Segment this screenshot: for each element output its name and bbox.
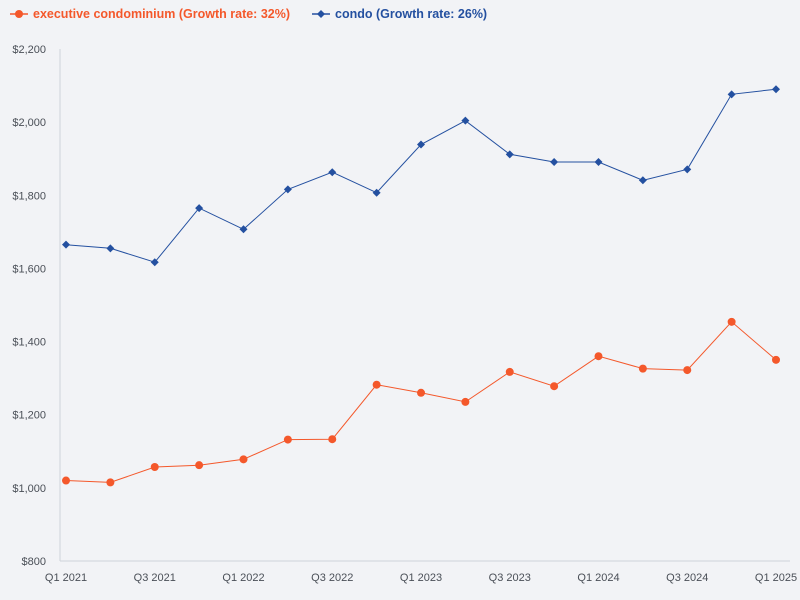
- data-point-marker[interactable]: [239, 225, 248, 234]
- data-point-marker[interactable]: [195, 461, 204, 470]
- y-tick-label: $2,200: [12, 44, 46, 56]
- data-point-marker[interactable]: [372, 380, 381, 389]
- legend-item-condo[interactable]: condo (Growth rate: 26%): [312, 7, 487, 21]
- y-tick-label: $1,800: [12, 190, 46, 202]
- y-tick-label: $1,400: [12, 337, 46, 349]
- y-tick-label: $800: [22, 556, 46, 568]
- data-point-marker[interactable]: [372, 188, 381, 197]
- data-point-marker[interactable]: [638, 364, 647, 373]
- data-point-marker[interactable]: [638, 176, 647, 185]
- data-point-marker[interactable]: [106, 244, 115, 253]
- data-point-marker[interactable]: [150, 463, 159, 472]
- data-point-marker[interactable]: [594, 158, 603, 167]
- data-point-marker[interactable]: [328, 435, 337, 444]
- series-line-1: [65, 88, 777, 263]
- x-tick-label: Q3 2023: [489, 572, 531, 584]
- x-tick-label: Q3 2024: [666, 572, 708, 584]
- data-point-marker[interactable]: [683, 165, 692, 174]
- x-tick-label: Q1 2023: [400, 572, 442, 584]
- data-point-marker[interactable]: [417, 388, 425, 397]
- x-tick-label: Q3 2022: [311, 572, 353, 584]
- data-point-marker[interactable]: [461, 116, 470, 125]
- x-tick-label: Q1 2025: [755, 572, 797, 584]
- data-point-marker[interactable]: [328, 168, 337, 177]
- data-point-marker[interactable]: [772, 355, 780, 364]
- data-point-marker[interactable]: [62, 240, 70, 249]
- data-point-marker[interactable]: [550, 382, 559, 391]
- data-point-marker[interactable]: [550, 158, 559, 167]
- y-tick-label: $1,000: [12, 483, 46, 495]
- data-point-marker[interactable]: [239, 455, 248, 464]
- y-tick-label: $2,000: [12, 117, 46, 129]
- data-point-marker[interactable]: [195, 204, 204, 213]
- data-point-marker[interactable]: [417, 140, 425, 149]
- data-point-marker[interactable]: [594, 352, 603, 361]
- data-point-marker[interactable]: [772, 85, 780, 94]
- data-point-marker[interactable]: [150, 258, 159, 267]
- data-point-marker[interactable]: [727, 317, 736, 326]
- legend-item-executive-condominium[interactable]: executive condominium (Growth rate: 32%): [10, 7, 290, 21]
- y-tick-label: $1,200: [12, 410, 46, 422]
- legend-label-executive-condominium: executive condominium (Growth rate: 32%): [33, 7, 290, 21]
- x-tick-label: Q1 2021: [45, 572, 87, 584]
- data-point-marker[interactable]: [505, 150, 514, 159]
- data-point-marker[interactable]: [283, 435, 292, 444]
- y-tick-label: $1,600: [12, 263, 46, 275]
- legend: executive condominium (Growth rate: 32%)…: [10, 7, 487, 21]
- data-point-marker[interactable]: [106, 478, 115, 487]
- series-line-0: [65, 321, 777, 483]
- legend-label-condo: condo (Growth rate: 26%): [335, 7, 488, 21]
- data-point-marker[interactable]: [283, 185, 292, 194]
- data-point-marker[interactable]: [62, 476, 70, 485]
- x-tick-label: Q3 2021: [134, 572, 176, 584]
- legend-diamond-marker-icon: [312, 10, 330, 18]
- legend-circle-marker-icon: [10, 10, 28, 18]
- data-point-marker[interactable]: [461, 397, 470, 406]
- data-point-marker[interactable]: [727, 90, 736, 99]
- x-tick-label: Q1 2024: [577, 572, 619, 584]
- x-tick-label: Q1 2022: [222, 572, 264, 584]
- data-point-marker[interactable]: [505, 367, 514, 376]
- data-point-marker[interactable]: [683, 366, 692, 375]
